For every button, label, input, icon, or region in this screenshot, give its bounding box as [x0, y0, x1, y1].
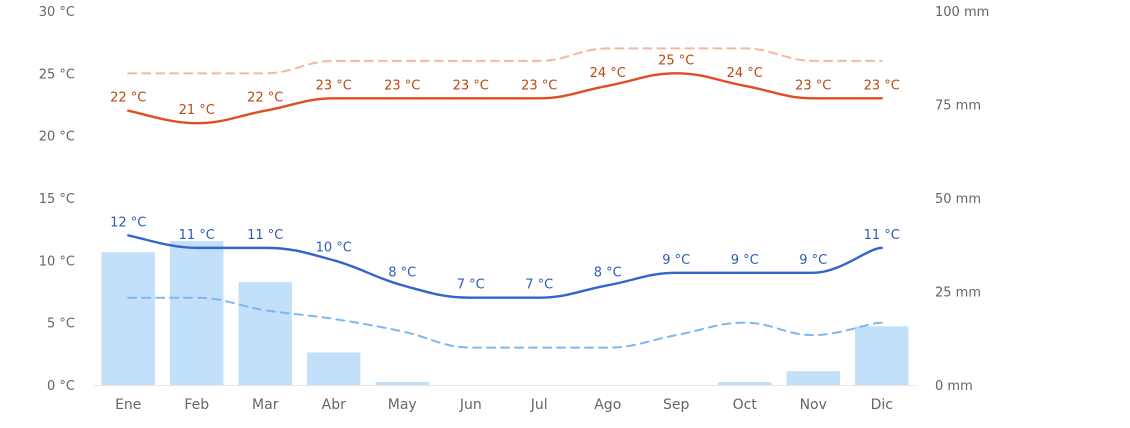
temperature-data-label: 9 °C	[799, 253, 827, 268]
y-left-tick-label: 5 °C	[47, 317, 75, 332]
axes: 0 °C 5 °C 10 °C 15 °C 20 °C 25 °C 30 °C 0 mm 25 …	[39, 5, 990, 413]
temperature-data-label: 11 °C	[247, 228, 283, 243]
x-tick-label: Jun	[459, 397, 482, 413]
precipitation-bar	[101, 252, 155, 385]
x-tick-label: Dic	[871, 397, 893, 413]
y-left-tick-label: 30 °C	[39, 5, 75, 20]
temperature-data-label: 7 °C	[457, 278, 485, 293]
temperature-data-label: 8 °C	[594, 265, 622, 280]
precipitation-bar	[307, 352, 361, 385]
temperature-data-label: 23 °C	[521, 78, 557, 93]
series-line	[127, 296, 883, 349]
temperature-data-label: 9 °C	[731, 253, 759, 268]
series-line	[127, 47, 883, 75]
temperature-data-label: 12 °C	[110, 215, 146, 230]
temperature-data-label: 25 °C	[658, 53, 694, 68]
precipitation-bar	[170, 241, 224, 385]
x-tick-label: Ago	[594, 397, 621, 413]
y-left-tick-label: 20 °C	[39, 130, 75, 145]
temperature-data-label: 22 °C	[110, 91, 146, 106]
temperature-data-label: 24 °C	[727, 66, 763, 81]
precipitation-bar	[855, 326, 909, 385]
precipitation-bar	[238, 282, 292, 385]
temperature-data-label: 23 °C	[795, 78, 831, 93]
temperature-data-label: 9 °C	[662, 253, 690, 268]
y-right-tick-label: 50 mm	[935, 192, 981, 207]
x-tick-label: Sep	[663, 397, 690, 413]
temperature-data-labels: 22 °C 21 °C 22 °C 23 °C 23 °C 23 °C 23 °C 24 °C…	[110, 53, 900, 292]
series-line	[127, 234, 883, 299]
temperature-data-label: 23 °C	[316, 78, 352, 93]
temperature-data-label: 7 °C	[525, 278, 553, 293]
x-tick-label: Abr	[322, 397, 346, 413]
y-right-tick-label: 0 mm	[935, 379, 973, 394]
precipitation-bar	[718, 382, 772, 385]
temperature-data-label: 22 °C	[247, 91, 283, 106]
temperature-data-label: 23 °C	[864, 78, 900, 93]
y-right-tick-label: 100 mm	[935, 5, 989, 20]
x-tick-label: Mar	[252, 397, 279, 413]
x-tick-label: Oct	[733, 397, 758, 413]
y-left-tick-label: 0 °C	[47, 379, 75, 394]
temperature-data-label: 21 °C	[179, 103, 215, 118]
series-line	[127, 72, 883, 125]
temperature-data-label: 11 °C	[864, 228, 900, 243]
temperature-data-label: 10 °C	[316, 240, 352, 255]
temperature-data-label: 23 °C	[453, 78, 489, 93]
y-left-tick-label: 15 °C	[39, 192, 75, 207]
x-tick-label: Nov	[800, 397, 827, 413]
precipitation-bar	[375, 382, 429, 385]
precipitation-bars	[101, 241, 909, 385]
x-tick-label: Ene	[115, 397, 141, 413]
precipitation-bar	[786, 371, 840, 385]
y-right-tick-label: 25 mm	[935, 286, 981, 301]
x-tick-label: Jul	[530, 397, 548, 413]
temperature-data-label: 23 °C	[384, 78, 420, 93]
temperature-data-label: 24 °C	[590, 66, 626, 81]
x-tick-label: Feb	[184, 397, 209, 413]
temperature-data-label: 8 °C	[388, 265, 416, 280]
temperature-lines	[127, 47, 883, 349]
y-left-tick-label: 10 °C	[39, 254, 75, 269]
y-right-tick-label: 75 mm	[935, 99, 981, 114]
x-tick-label: May	[388, 397, 417, 413]
y-left-tick-label: 25 °C	[39, 67, 75, 82]
temperature-data-label: 11 °C	[179, 228, 215, 243]
